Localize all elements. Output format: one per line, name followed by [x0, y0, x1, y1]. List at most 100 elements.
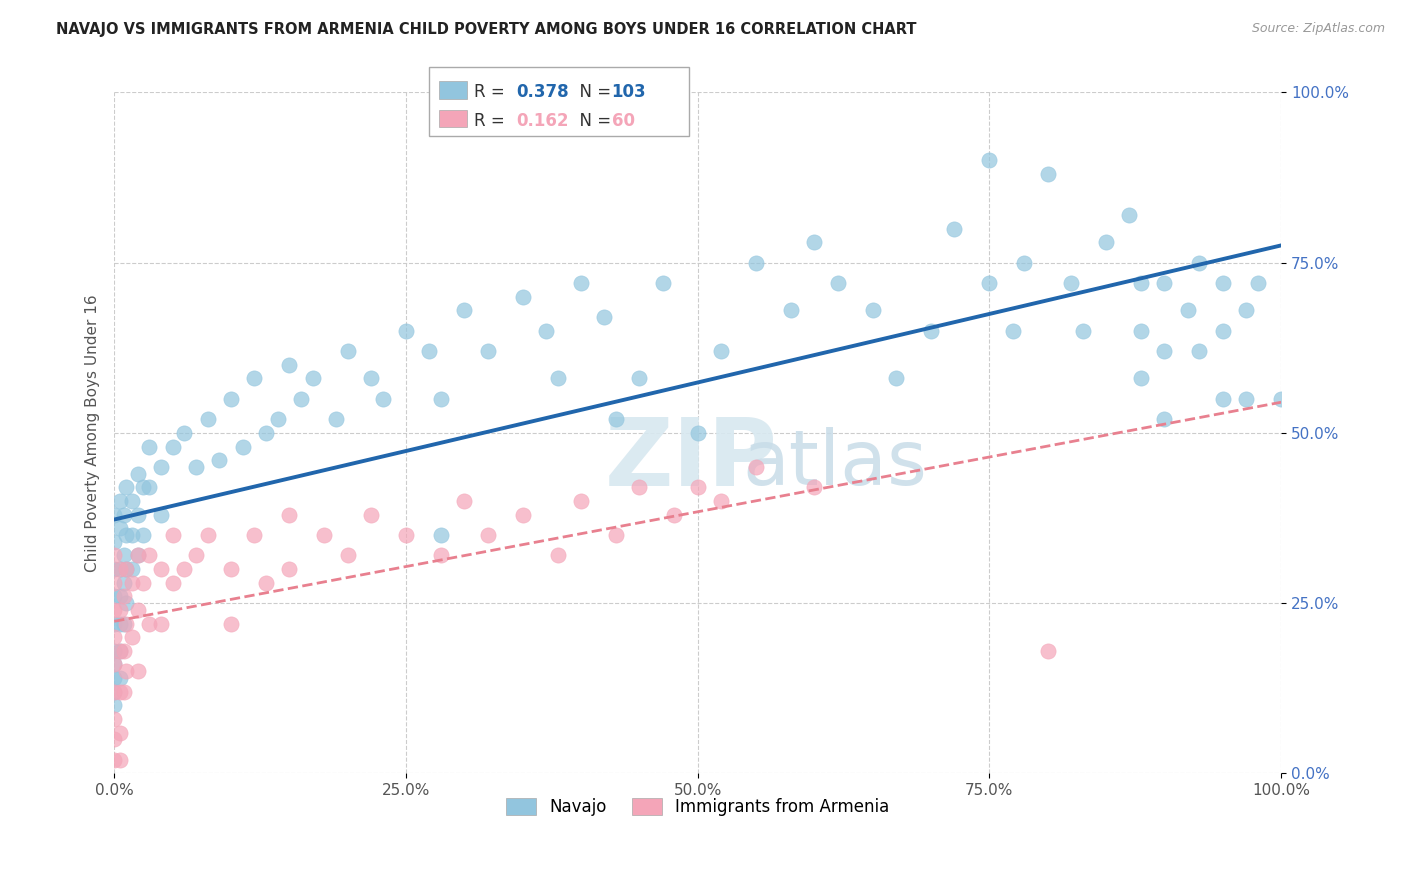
Point [132, 575, 155, 590]
Text: N =: N = [569, 112, 617, 129]
Text: ZIPatlas: ZIPatlas [605, 414, 979, 506]
Point [278, 508, 301, 522]
Point [803, 480, 825, 494]
Point [266, 412, 288, 426]
Point [108, 521, 131, 535]
Point [1130, 371, 1153, 385]
Point [314, 528, 336, 542]
Point [112, 575, 135, 590]
Point [103, 644, 125, 658]
Point [1247, 276, 1270, 290]
Point [103, 732, 125, 747]
Point [1036, 644, 1059, 658]
Point [121, 575, 143, 590]
Point [115, 616, 138, 631]
Text: atlas: atlas [742, 426, 927, 500]
Point [149, 616, 172, 631]
Point [360, 508, 382, 522]
Point [664, 508, 686, 522]
Point [138, 616, 160, 631]
Point [745, 255, 768, 269]
Point [301, 371, 323, 385]
Point [430, 549, 453, 563]
Point [103, 698, 125, 713]
Point [1071, 324, 1094, 338]
Point [149, 459, 172, 474]
Point [103, 562, 125, 576]
Point [243, 371, 266, 385]
Point [138, 549, 160, 563]
Point [112, 508, 135, 522]
Point [127, 603, 149, 617]
Point [651, 276, 673, 290]
Point [115, 480, 138, 494]
Point [943, 221, 966, 235]
Point [138, 480, 160, 494]
Point [132, 480, 155, 494]
Point [173, 425, 195, 440]
Point [108, 603, 131, 617]
Point [103, 616, 125, 631]
Point [1188, 344, 1211, 359]
Point [884, 371, 907, 385]
Point [103, 575, 125, 590]
Point [108, 644, 131, 658]
Point [686, 480, 709, 494]
Point [395, 324, 418, 338]
Point [371, 392, 394, 406]
Point [1130, 276, 1153, 290]
Point [336, 549, 359, 563]
Point [1234, 303, 1257, 318]
Point [121, 562, 143, 576]
Point [547, 371, 569, 385]
Point [162, 528, 184, 542]
Point [103, 671, 125, 685]
Point [803, 235, 825, 250]
Point [127, 508, 149, 522]
Point [112, 590, 135, 604]
Point [453, 494, 475, 508]
Point [1234, 392, 1257, 406]
Text: N =: N = [569, 83, 617, 101]
Point [477, 344, 499, 359]
Point [108, 494, 131, 508]
Point [103, 549, 125, 563]
Point [103, 630, 125, 644]
Point [108, 725, 131, 739]
Point [534, 324, 557, 338]
Point [197, 412, 219, 426]
Point [1001, 324, 1024, 338]
Point [184, 459, 207, 474]
Point [360, 371, 382, 385]
Point [1212, 324, 1234, 338]
Point [569, 276, 592, 290]
Point [395, 528, 418, 542]
Point [115, 528, 138, 542]
Point [628, 371, 651, 385]
Point [477, 528, 499, 542]
Point [103, 712, 125, 726]
Point [112, 616, 135, 631]
Point [1014, 255, 1036, 269]
Point [710, 494, 733, 508]
Point [184, 549, 207, 563]
Point [127, 467, 149, 481]
Point [605, 528, 627, 542]
Point [1153, 344, 1175, 359]
Point [208, 453, 231, 467]
Point [920, 324, 942, 338]
Point [103, 684, 125, 698]
Point [1036, 167, 1059, 181]
Point [979, 276, 1001, 290]
Point [418, 344, 440, 359]
Point [686, 425, 709, 440]
Point [862, 303, 884, 318]
Point [1270, 392, 1292, 406]
Point [108, 562, 131, 576]
Point [115, 596, 138, 610]
Point [1118, 208, 1140, 222]
Point [254, 425, 277, 440]
Point [112, 549, 135, 563]
Point [1095, 235, 1118, 250]
Legend: Navajo, Immigrants from Armenia: Navajo, Immigrants from Armenia [499, 791, 896, 823]
